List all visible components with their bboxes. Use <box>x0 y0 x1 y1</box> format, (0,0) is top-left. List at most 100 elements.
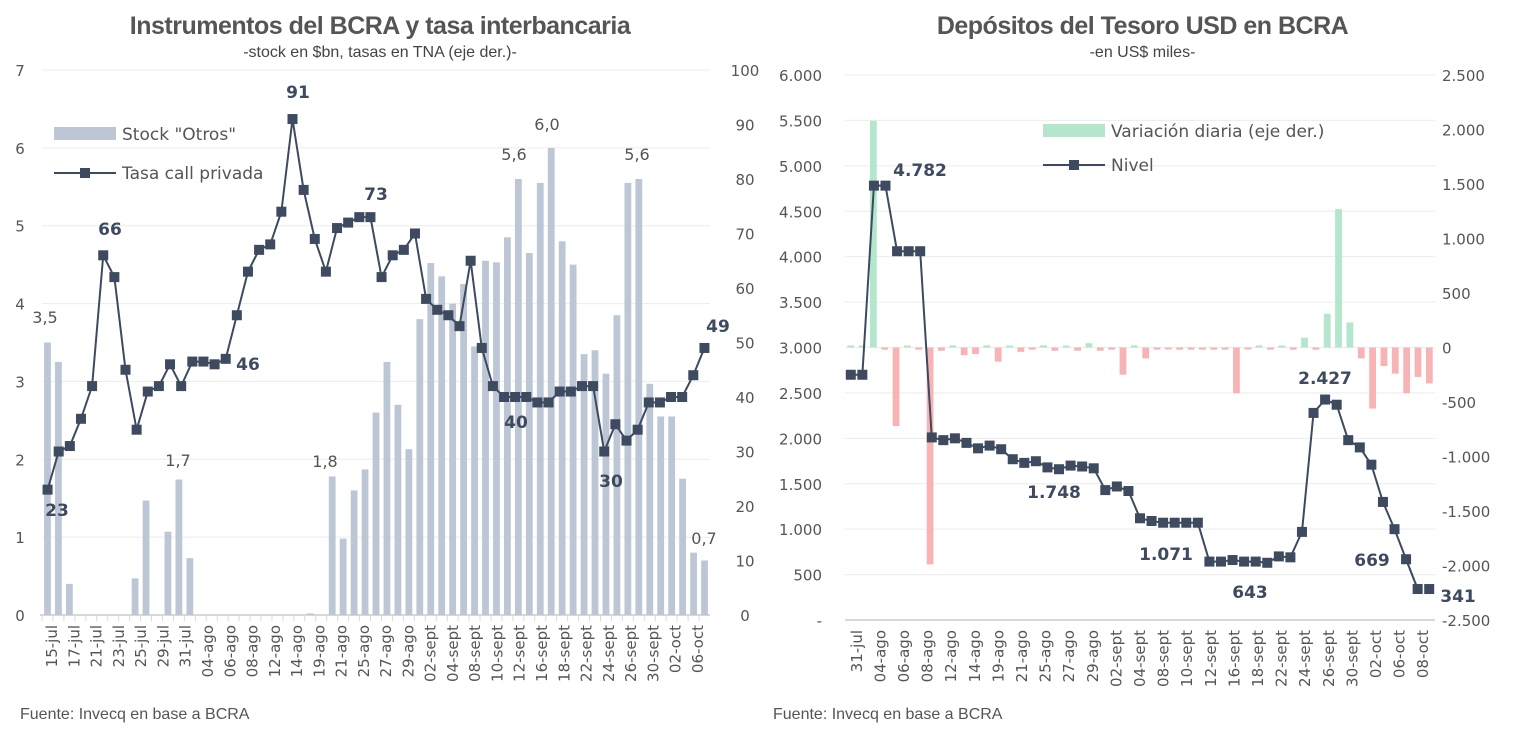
tasa-call-marker <box>398 244 409 255</box>
variacion-diaria-bar <box>1210 347 1218 350</box>
tasa-call-marker <box>365 212 376 223</box>
stock-otros-bar <box>449 303 457 615</box>
tasa-call-marker <box>209 359 220 370</box>
x-tick-label: 17-jul <box>65 625 83 667</box>
nivel-marker <box>1111 481 1122 492</box>
nivel-marker <box>1424 584 1435 595</box>
stock-otros-bar <box>591 350 599 615</box>
tasa-call-marker <box>588 381 599 392</box>
x-tick-label: 27-ago <box>1060 630 1078 682</box>
variacion-diaria-bar <box>1074 347 1081 351</box>
nivel-marker <box>961 437 972 448</box>
x-tick-label: 29-jul <box>154 625 172 667</box>
tasa-call-marker <box>387 250 398 261</box>
tasa-call-marker <box>499 392 510 402</box>
tasa-call-marker <box>610 419 621 430</box>
tasa-call-marker <box>699 342 710 353</box>
right-axis-tick-label: -2.000 <box>1442 558 1490 576</box>
x-tick-label: 06-oct <box>689 625 707 673</box>
x-tick-label: 26-sept <box>1320 630 1338 687</box>
left-axis-tick-label: 2 <box>15 451 25 469</box>
x-tick-label: 22-sept <box>1273 630 1291 687</box>
x-tick-label: 02-sept <box>1107 630 1125 687</box>
right-chart-svg: -5001.0001.5002.0002.5003.0003.5004.0004… <box>779 67 1490 687</box>
stock-otros-bar <box>186 558 194 615</box>
left-chart-panel: Instrumentos del BCRA y tasa interbancar… <box>0 0 760 742</box>
right-axis-tick-label: 2.000 <box>1442 122 1485 140</box>
stock-otros-bar <box>690 552 697 615</box>
left-axis-tick-label: 0 <box>15 607 25 625</box>
nivel-marker <box>996 444 1007 455</box>
variacion-diaria-bar <box>1096 347 1104 351</box>
x-tick-label: 21-jul <box>88 625 106 667</box>
data-label: 1,8 <box>312 452 337 471</box>
left-axis-tick-label: 6.000 <box>779 67 822 85</box>
nivel-marker <box>1412 584 1423 595</box>
x-tick-label: 06-oct <box>1391 630 1409 678</box>
x-tick-label: 21-ago <box>333 625 351 677</box>
nivel-marker <box>845 369 856 380</box>
stock-otros-bar <box>164 531 172 615</box>
tasa-call-marker <box>565 386 576 397</box>
stock-otros-bar <box>558 241 566 616</box>
left-axis-tick-label: 7 <box>15 62 25 80</box>
stock-otros-bar <box>668 416 676 615</box>
left-axis-tick-label: 5.500 <box>779 112 822 130</box>
right-chart-source: Fuente: Invecq en base a BCRA <box>773 706 1003 723</box>
nivel-marker <box>1007 454 1018 465</box>
nivel-marker <box>926 432 937 443</box>
tasa-call-marker <box>454 321 465 332</box>
tasa-call-marker <box>354 212 365 223</box>
tasa-call-marker <box>53 446 64 457</box>
right-axis-tick-label: 10 <box>735 553 754 571</box>
x-tick-label: 08-sept <box>1155 630 1173 687</box>
nivel-marker <box>1077 461 1088 472</box>
variacion-diaria-bar <box>1255 345 1263 348</box>
stock-otros-bar <box>701 560 708 615</box>
nivel-marker <box>1181 517 1192 528</box>
nivel-marker <box>880 180 891 191</box>
nivel-marker <box>1065 460 1076 471</box>
data-label: 49 <box>706 317 730 337</box>
variacion-diaria-bar <box>1006 345 1013 348</box>
tasa-call-marker <box>75 413 86 424</box>
variacion-diaria-bar <box>1403 347 1411 394</box>
stock-otros-bar <box>65 583 73 615</box>
stock-otros-bar <box>427 263 435 615</box>
nivel-marker <box>1296 526 1307 537</box>
left-axis-tick-label: 4.500 <box>779 203 822 221</box>
right-axis-tick-label: 0 <box>740 607 750 625</box>
right-axis-tick-label: 30 <box>735 444 754 462</box>
variacion-diaria-bar <box>1085 343 1093 348</box>
legend-label-tasa: Tasa call privada <box>121 164 263 184</box>
nivel-marker <box>1215 556 1226 567</box>
data-label: 341 <box>1440 587 1476 607</box>
stock-otros-bar <box>646 383 654 615</box>
nivel-marker <box>1320 394 1331 405</box>
variacion-diaria-bar <box>1130 345 1138 348</box>
right-axis-tick-label: 80 <box>735 171 754 189</box>
tasa-call-marker <box>142 386 153 397</box>
x-tick-label: 02-sept <box>422 625 440 682</box>
stock-otros-bar <box>372 412 380 615</box>
stock-otros-bar <box>569 264 577 615</box>
nivel-marker <box>1331 399 1342 410</box>
tasa-call-marker <box>220 353 231 364</box>
right-axis-tick-label: -1.000 <box>1442 449 1490 467</box>
tasa-call-marker <box>621 435 632 446</box>
right-axis-tick-label: 60 <box>735 280 754 298</box>
tasa-call-marker <box>298 184 309 195</box>
variacion-diaria-bar <box>1119 347 1127 375</box>
stock-otros-bar <box>525 252 533 615</box>
tasa-call-marker <box>109 272 120 283</box>
tasa-call-marker <box>599 446 610 457</box>
nivel-marker <box>1401 554 1412 565</box>
right-axis-tick-label: 40 <box>735 389 754 407</box>
data-label: 1.748 <box>1027 483 1081 503</box>
tasa-call-marker <box>287 114 298 125</box>
right-axis-tick-label: 1.500 <box>1442 176 1485 194</box>
nivel-marker <box>1135 513 1145 524</box>
data-label: 46 <box>236 355 260 375</box>
tasa-call-marker <box>42 484 53 495</box>
data-label: 66 <box>98 220 122 240</box>
